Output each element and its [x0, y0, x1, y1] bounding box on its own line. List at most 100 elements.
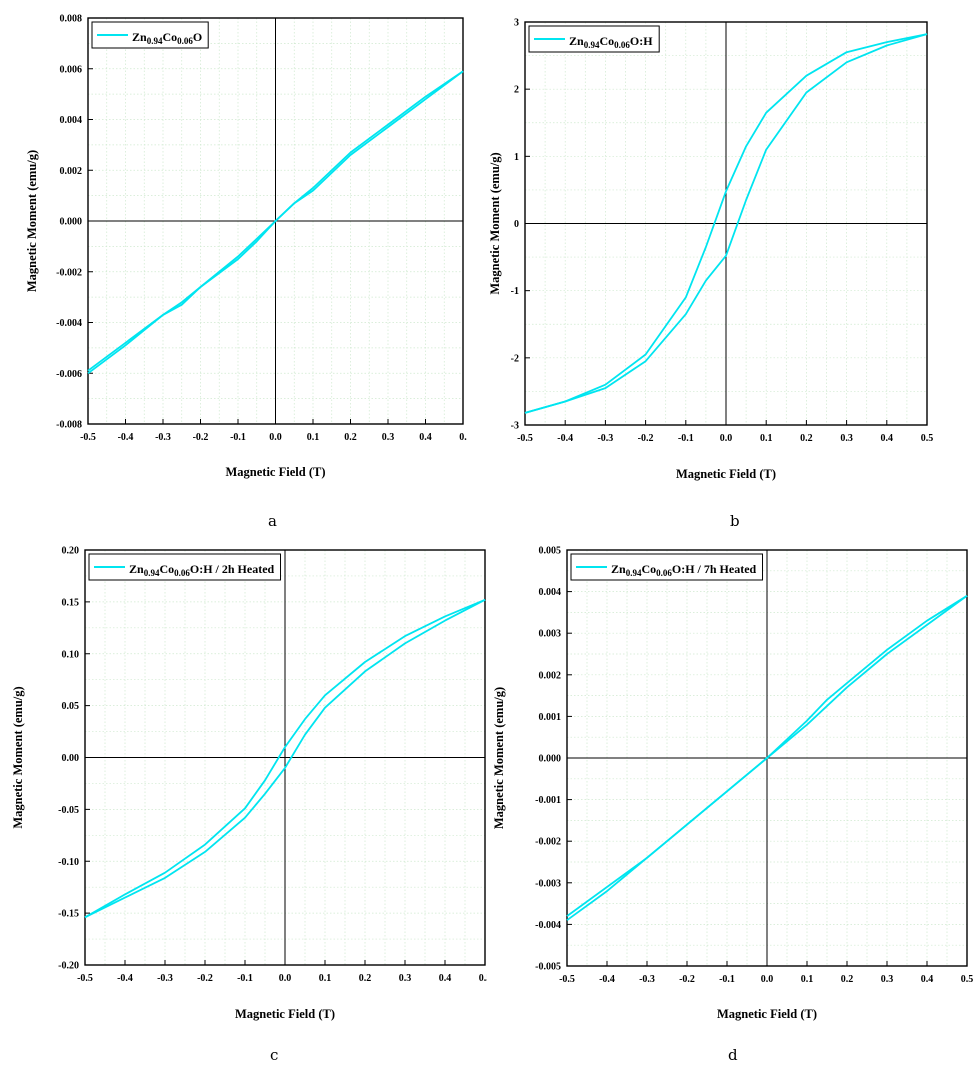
x-tick-label: -0.2: [679, 974, 695, 985]
x-tick-label: 0.1: [760, 433, 773, 444]
x-tick-label: -0.1: [230, 432, 246, 443]
x-tick-label: 0.2: [841, 974, 854, 985]
x-tick-label: 0.2: [344, 432, 357, 443]
x-axis-label: Magnetic Field (T): [717, 1007, 817, 1021]
y-axis-label: Magnetic Moment (emu/g): [11, 686, 25, 828]
x-tick-label: -0.3: [155, 432, 171, 443]
legend-label: Zn0.94Co0.06O: [132, 30, 202, 46]
x-tick-label: -0.4: [118, 432, 134, 443]
y-tick-label: -0.002: [535, 837, 561, 848]
x-tick-label: 0.5: [921, 433, 934, 444]
x-tick-label: 0.3: [382, 432, 395, 443]
y-tick-label: 0.005: [539, 546, 562, 557]
caption-a: a: [268, 512, 277, 530]
series-line-branch-2: [524, 33, 928, 414]
y-tick-label: -0.005: [535, 962, 561, 973]
y-tick-label: -0.10: [58, 857, 79, 868]
y-tick-label: 0.001: [539, 712, 562, 723]
y-tick-label: 0.05: [62, 701, 80, 712]
x-tick-label: 0.3: [399, 973, 412, 984]
y-tick-label: 3: [514, 18, 519, 29]
x-axis-label: Magnetic Field (T): [226, 465, 326, 479]
y-tick-label: 0.00: [62, 753, 80, 764]
y-tick-label: -0.20: [58, 961, 79, 972]
x-tick-label: -0.2: [197, 973, 213, 984]
y-tick-label: -0.003: [535, 878, 561, 889]
x-tick-label: -0.5: [517, 433, 533, 444]
x-axis-label: Magnetic Field (T): [676, 467, 776, 481]
chart-panel-d: -0.5 -0.4 -0.3 -0.2 -0.1 0.0 0.1 0.2 0.3 0.4 0.5 -0…: [492, 546, 974, 1022]
legend: Zn0.94Co0.06O:H / 2h Heated: [88, 553, 282, 581]
y-tick-label: 0.008: [60, 14, 83, 25]
y-axis-label: Magnetic Moment (emu/g): [488, 152, 502, 294]
legend: Zn0.94Co0.06O:H / 7h Heated: [570, 553, 764, 581]
x-tick-label: 0.5: [479, 973, 487, 984]
x-tick-label: -0.1: [237, 973, 253, 984]
chart-panel-a: -0.5 -0.4 -0.3 -0.2 -0.1 0.0 0.1 0.2 0.3 0.4 0. -0.…: [25, 14, 467, 480]
y-axis-label: Magnetic Moment (emu/g): [25, 150, 39, 292]
x-tick-label: 0.2: [359, 973, 372, 984]
y-tick-label: 0.004: [60, 115, 83, 126]
x-tick-label: -0.3: [597, 433, 613, 444]
series-line-branch-1: [524, 33, 928, 414]
x-tick-label: -0.5: [559, 974, 575, 985]
x-tick-label: -0.4: [117, 973, 133, 984]
series-line-branch-2: [87, 70, 464, 372]
x-tick-label: -0.4: [557, 433, 573, 444]
legend: Zn0.94Co0.06O:H: [528, 25, 660, 53]
x-tick-label: 0.4: [921, 974, 934, 985]
y-tick-label: -0.15: [58, 909, 79, 920]
y-axis-label: Magnetic Moment (emu/g): [492, 687, 506, 829]
x-tick-label: 0.2: [800, 433, 813, 444]
y-tick-label: -0.002: [56, 267, 82, 278]
x-tick-label: -0.3: [157, 973, 173, 984]
y-tick-label: -0.004: [535, 920, 561, 931]
chart-panel-c: -0.5 -0.4 -0.3 -0.2 -0.1 0.0 0.1 0.2 0.3 0.4 0.5 -0…: [11, 546, 487, 1022]
y-tick-label: 0.10: [62, 649, 80, 660]
y-tick-label: 1: [514, 152, 519, 163]
x-tick-label: 0.4: [439, 973, 452, 984]
series-line-branch-2: [84, 598, 486, 919]
legend-label: Zn0.94Co0.06O:H / 2h Heated: [129, 562, 275, 578]
y-tick-label: 0.004: [539, 587, 562, 598]
x-tick-label: 0.1: [319, 973, 332, 984]
y-tick-label: 0.15: [62, 597, 80, 608]
x-tick-label: -0.1: [719, 974, 735, 985]
y-tick-label: -0.006: [56, 369, 82, 380]
x-tick-label: -0.4: [599, 974, 615, 985]
x-tick-label: 0.0: [761, 974, 774, 985]
legend: Zn0.94Co0.06O: [91, 21, 209, 49]
legend-label: Zn0.94Co0.06O:H / 7h Heated: [611, 562, 757, 578]
y-tick-label: 0.002: [60, 166, 83, 177]
x-tick-label: 0.3: [840, 433, 853, 444]
x-tick-label: 0.1: [801, 974, 814, 985]
legend-label: Zn0.94Co0.06O:H: [569, 34, 653, 50]
y-tick-label: 0.003: [539, 629, 562, 640]
y-tick-label: 0.20: [62, 546, 80, 557]
y-tick-label: -1: [511, 286, 519, 297]
x-tick-label: 0.4: [419, 432, 432, 443]
y-tick-label: -3: [511, 421, 519, 432]
x-tick-label: -0.5: [77, 973, 93, 984]
y-tick-label: -0.004: [56, 318, 82, 329]
y-tick-label: -0.008: [56, 420, 82, 431]
x-axis-label: Magnetic Field (T): [235, 1007, 335, 1021]
y-tick-label: -2: [511, 353, 519, 364]
y-tick-label: 2: [514, 85, 519, 96]
x-tick-label: -0.3: [639, 974, 655, 985]
y-tick-label: -0.05: [58, 805, 79, 816]
y-tick-label: 0.002: [539, 670, 562, 681]
y-tick-label: 0.000: [60, 217, 83, 228]
caption-c: c: [270, 1046, 279, 1064]
y-tick-label: -0.001: [535, 795, 561, 806]
x-tick-label: 0.5: [961, 974, 974, 985]
x-tick-label: 0.: [459, 432, 467, 443]
x-tick-label: 0.0: [279, 973, 292, 984]
x-tick-label: -0.2: [638, 433, 654, 444]
y-tick-label: 0.006: [60, 64, 83, 75]
y-tick-label: 0.000: [539, 754, 562, 765]
caption-b: b: [730, 512, 740, 530]
y-tick-label: 0: [514, 219, 519, 230]
x-tick-label: -0.2: [193, 432, 209, 443]
series-line-branch-2: [566, 595, 968, 917]
